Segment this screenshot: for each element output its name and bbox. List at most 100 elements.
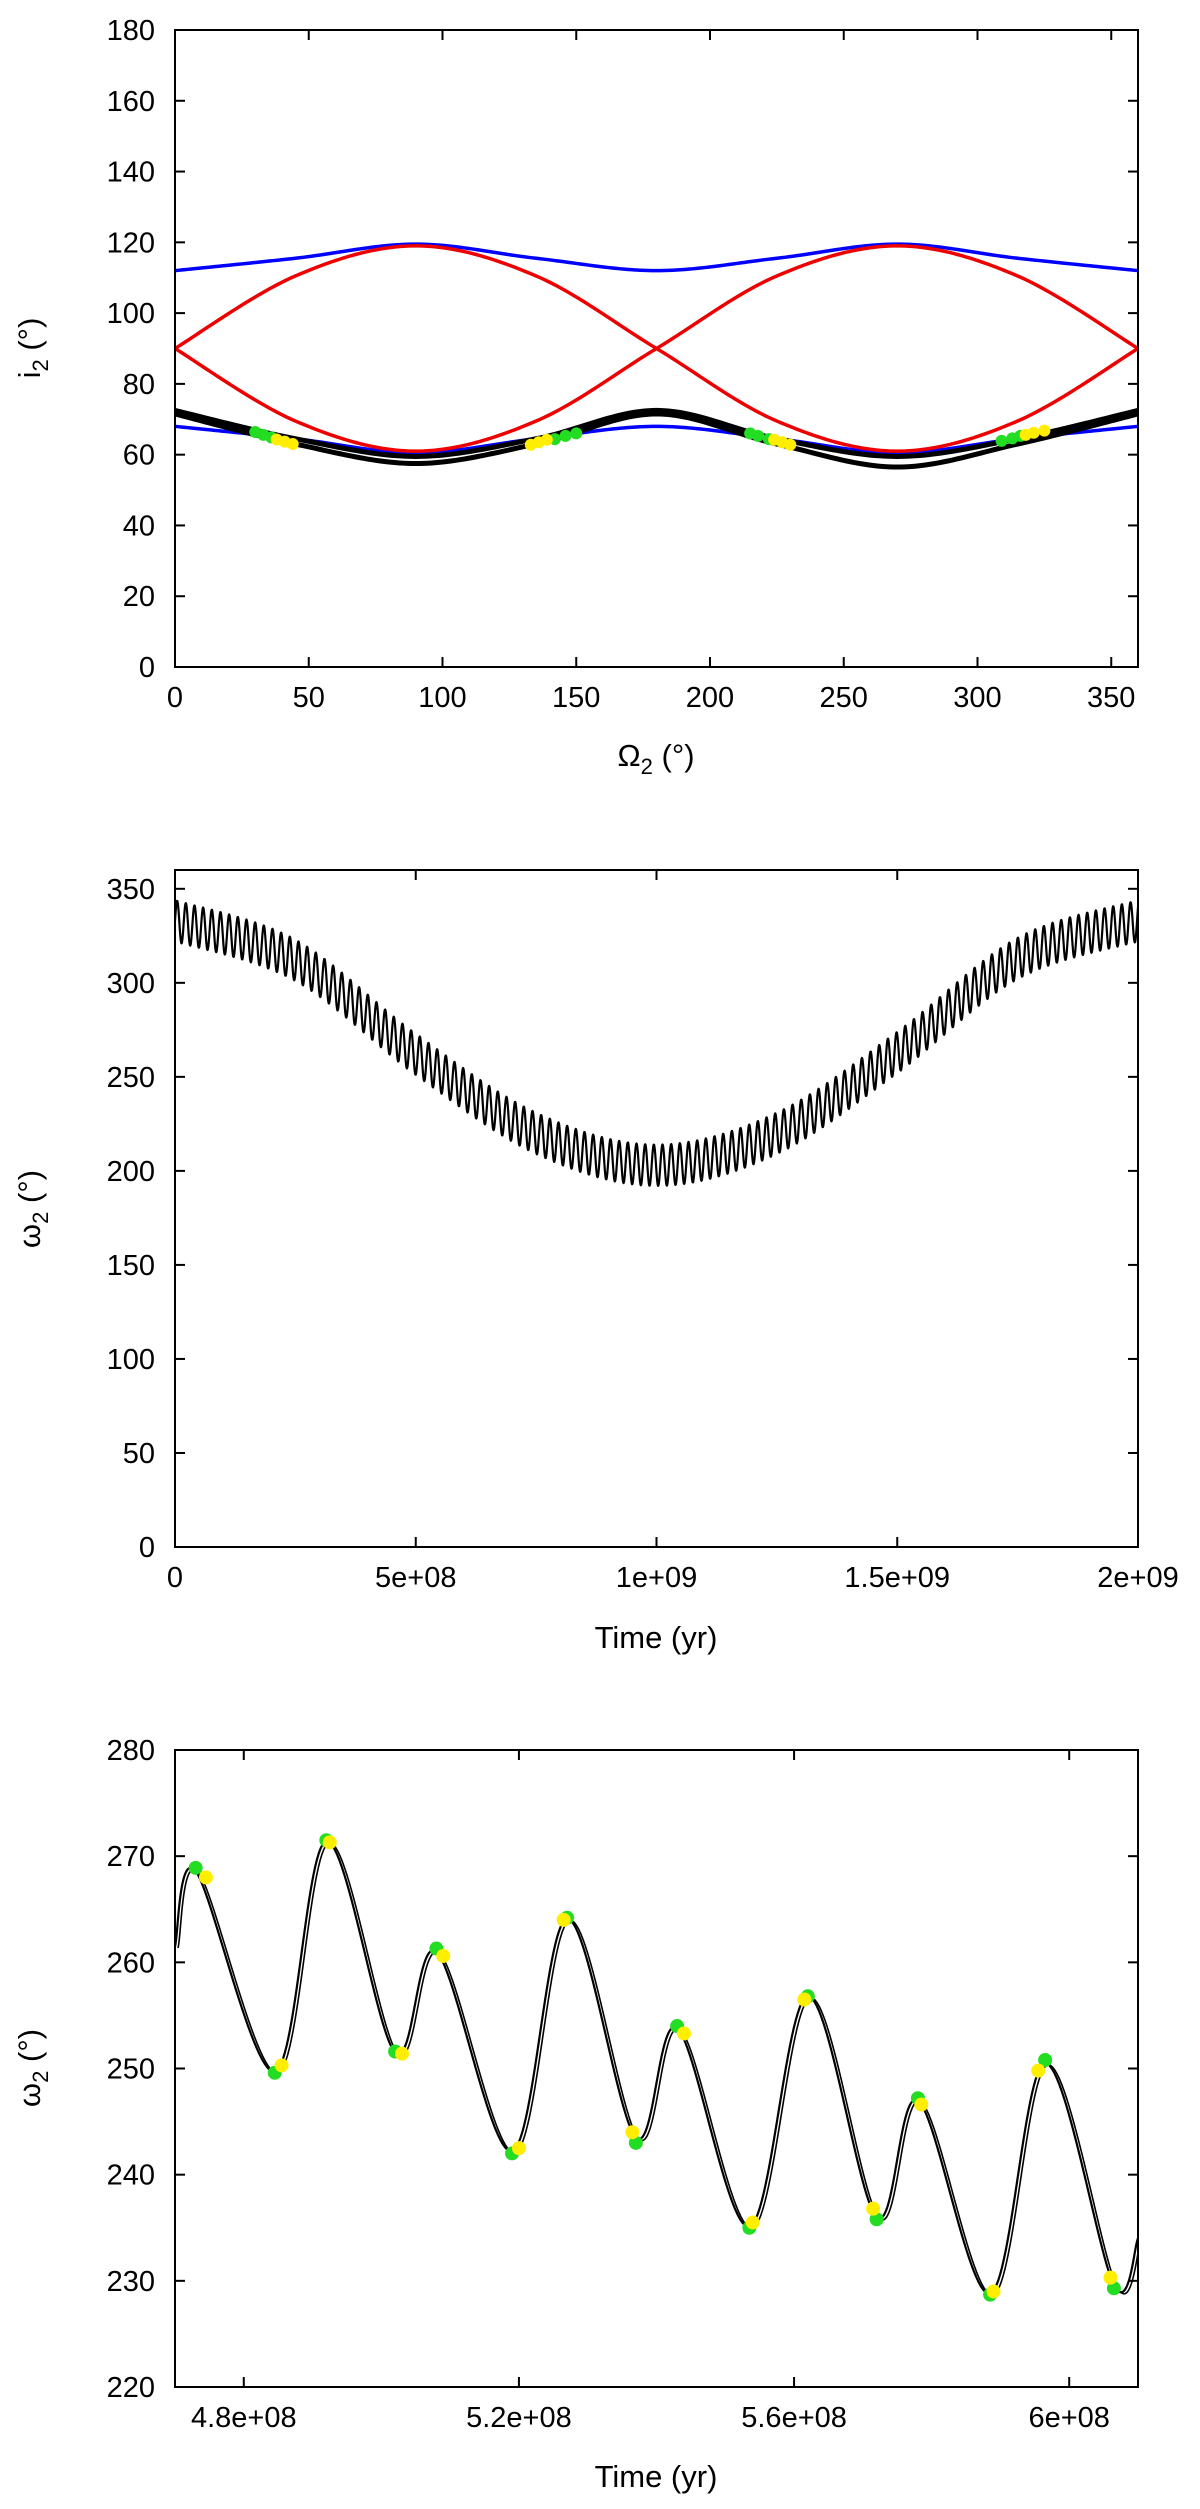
panel-top-y-axis-label-sub: 2 (28, 359, 53, 371)
panel-top-x-tick-label: 0 (167, 682, 183, 714)
panel-middle-ticks: 0 5e+08 1e+09 1.5e+09 2e+09 0 50 100 150 200 250 30… (107, 870, 1179, 1594)
panel-bottom-marker-yellow (556, 1912, 571, 1927)
panel-bottom-y-axis-label: ω2 (°) (12, 2029, 53, 2107)
panel-bottom-marker-yellow (1103, 2270, 1118, 2285)
panel-bottom: 4.8e+08 5.2e+08 5.6e+08 6e+08 220 230 240 250 26… (12, 1735, 1139, 2494)
panel-top-y-tick-label: 180 (107, 15, 155, 47)
panel-top-x-axis-label-sub: 2 (641, 754, 653, 779)
panel-bottom-marker-yellow (1031, 2063, 1046, 2078)
panel-bottom-marker-green (628, 2135, 643, 2150)
panel-top-marker-yellow (784, 438, 797, 451)
panel-bottom-marker-yellow (866, 2201, 881, 2216)
panel-middle-y-axis-label: ω2 (°) (12, 1170, 53, 1248)
panel-bottom-y-tick-label: 260 (107, 1947, 155, 1979)
panel-top-x-tick-label: 350 (1087, 682, 1135, 714)
panel-bottom-x-tick-label: 5.6e+08 (741, 2402, 847, 2434)
panel-bottom-plot-marks (175, 1833, 1138, 2302)
panel-middle-x-tick-label: 0 (167, 1562, 183, 1594)
panel-top-marker-green (570, 427, 583, 440)
panel-middle-y-tick-label: 150 (107, 1250, 155, 1282)
panel-top-marker-green (559, 429, 572, 442)
panel-middle-series-black-oscillating (175, 899, 1138, 1187)
panel-top-series-black-orbit-inner (175, 411, 1138, 470)
panel-middle-x-tick-label: 2e+09 (1097, 1562, 1178, 1594)
panel-bottom-marker-yellow (914, 2097, 929, 2112)
panel-bottom-marker-yellow (625, 2125, 640, 2140)
panel-middle-y-tick-label: 100 (107, 1344, 155, 1376)
panel-top-x-tick-label: 200 (686, 682, 734, 714)
panel-top-y-tick-label: 120 (107, 227, 155, 259)
panel-bottom-marker-green (188, 1860, 203, 1875)
panel-top-marker-green (752, 429, 765, 442)
panel-bottom-marker-yellow (436, 1948, 451, 1963)
panel-top-y-tick-label: 0 (139, 652, 155, 684)
panel-middle-x-tick-label: 1.5e+09 (844, 1562, 950, 1594)
panel-bottom-marker-yellow (511, 2141, 526, 2156)
panel-middle-x-tick-label: 1e+09 (616, 1562, 697, 1594)
panel-middle-y-tick-label: 250 (107, 1062, 155, 1094)
panel-middle: 0 5e+08 1e+09 1.5e+09 2e+09 0 50 100 150 200 250 30… (12, 869, 1179, 1655)
panel-middle-y-tick-label: 50 (123, 1438, 155, 1470)
panel-top-series-black-orbit-outer (175, 407, 1138, 459)
panel-top-ticks: 0 50 100 150 200 250 300 350 0 20 40 60 80 100 120 140 1… (107, 15, 1138, 714)
panel-middle-y-axis-label-sub: 2 (28, 1212, 53, 1224)
panel-middle-x-axis-label: Time (yr) (595, 1620, 718, 1655)
panel-bottom-marker-yellow (274, 2058, 289, 2073)
panel-top-series-red-separatrix-b (175, 244, 1138, 453)
panel-bottom-y-axis-label-sub: 2 (28, 2071, 53, 2083)
panel-bottom-y-tick-label: 240 (107, 2160, 155, 2192)
panel-bottom-marker-yellow (198, 1870, 213, 1885)
panel-bottom-marker-yellow (322, 1835, 337, 1850)
panel-top-x-tick-label: 300 (953, 682, 1001, 714)
panel-bottom-x-tick-label: 4.8e+08 (191, 2402, 297, 2434)
panel-top-marker-yellow (286, 438, 299, 451)
panel-bottom-y-tick-label: 270 (107, 1841, 155, 1873)
panel-bottom-y-tick-label: 280 (107, 1735, 155, 1767)
panel-top: 0 50 100 150 200 250 300 350 0 20 40 60 80 100 120 140 1… (12, 15, 1139, 779)
panel-top-y-tick-label: 160 (107, 86, 155, 118)
panel-top-plot-marks (175, 242, 1138, 470)
panel-top-y-axis-label: i2 (°) (12, 318, 53, 379)
panel-bottom-x-tick-label: 5.2e+08 (466, 2402, 572, 2434)
panel-top-x-tick-label: 50 (293, 682, 325, 714)
panel-top-y-tick-label: 20 (123, 581, 155, 613)
panel-bottom-marker-yellow (745, 2215, 760, 2230)
panel-bottom-marker-green (869, 2212, 884, 2227)
panel-bottom-marker-yellow (797, 1992, 812, 2007)
panel-middle-y-tick-label: 0 (139, 1532, 155, 1564)
panel-bottom-marker-yellow (394, 2046, 409, 2061)
panel-middle-y-tick-label: 300 (107, 968, 155, 1000)
panel-bottom-marker-green (1038, 2053, 1053, 2068)
panel-top-marker-yellow (1027, 426, 1040, 439)
panel-top-frame (174, 29, 1139, 668)
panel-top-series-blue-upper-boundary (175, 242, 1138, 273)
panel-top-x-tick-label: 150 (552, 682, 600, 714)
panel-bottom-ticks: 4.8e+08 5.2e+08 5.6e+08 6e+08 220 230 240 250 26… (107, 1735, 1138, 2434)
panel-top-marker-yellow (540, 433, 553, 446)
panel-bottom-series-black-shadow (177, 1841, 1138, 2296)
panel-top-y-tick-label: 40 (123, 510, 155, 542)
panel-top-x-tick-label: 100 (418, 682, 466, 714)
panel-top-x-tick-label: 250 (820, 682, 868, 714)
panel-bottom-marker-green (1106, 2281, 1121, 2296)
panel-top-y-tick-label: 80 (123, 369, 155, 401)
panel-bottom-y-tick-label: 220 (107, 2372, 155, 2404)
panel-middle-x-tick-label: 5e+08 (375, 1562, 456, 1594)
panel-bottom-marker-yellow (986, 2284, 1001, 2299)
panel-middle-y-tick-label: 200 (107, 1156, 155, 1188)
panel-top-marker-green (995, 434, 1008, 447)
panel-bottom-x-tick-label: 6e+08 (1028, 2402, 1109, 2434)
panel-middle-plot-marks (175, 899, 1138, 1187)
panel-top-x-axis-label: Ω2 (°) (617, 738, 694, 779)
panel-bottom-series-black-oscillating (175, 1840, 1138, 2295)
panel-top-y-tick-label: 140 (107, 157, 155, 189)
panel-bottom-x-axis-label: Time (yr) (595, 2459, 718, 2494)
panel-bottom-y-tick-label: 250 (107, 2054, 155, 2086)
panel-middle-y-tick-label: 350 (107, 874, 155, 906)
panel-bottom-marker-yellow (677, 2026, 692, 2041)
panel-top-marker-yellow (1038, 424, 1051, 437)
panel-top-y-tick-label: 60 (123, 440, 155, 472)
panel-top-y-tick-label: 100 (107, 298, 155, 330)
panel-bottom-y-tick-label: 230 (107, 2266, 155, 2298)
